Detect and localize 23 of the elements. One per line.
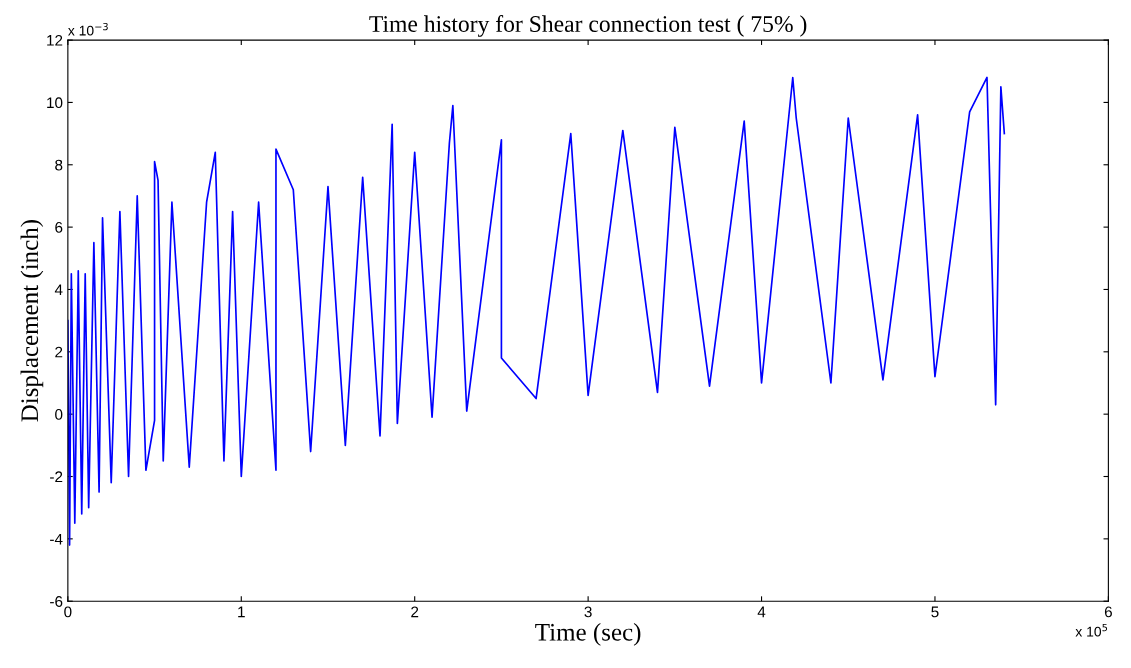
x-tick-label: 0 [64,606,72,618]
y-tick-label: 12 [47,34,63,46]
x-tick-label: 2 [411,606,419,618]
x-tick-label: 5 [931,606,939,618]
y-tick-label: -2 [50,471,63,483]
y-tick-label: 10 [47,97,63,109]
x-tick-label: 1 [238,606,245,618]
y-tick-label: -6 [50,596,63,607]
text: x 10$^{−3}$ [68,22,108,36]
line-series [67,76,1006,546]
y-tick-label: 8 [55,159,63,171]
x-tick-label: 4 [757,606,766,618]
y-tick-label: 4 [54,284,63,295]
y-tick-label: 2 [55,346,63,358]
text: x 10$^{5}$ [1075,624,1108,637]
chart-title: Time history for Shear connection test ( 75% ) [369,15,807,37]
y-tick-label: -4 [50,533,63,545]
y-axis-title: Displacement (inch) [20,220,44,422]
x-axis-title: Time (sec) [535,623,641,646]
y-tick-label: 0 [55,409,63,420]
x-tick-label: 6 [1104,606,1112,618]
y-tick-label: 6 [55,221,63,233]
x-tick-label: 3 [584,606,592,618]
